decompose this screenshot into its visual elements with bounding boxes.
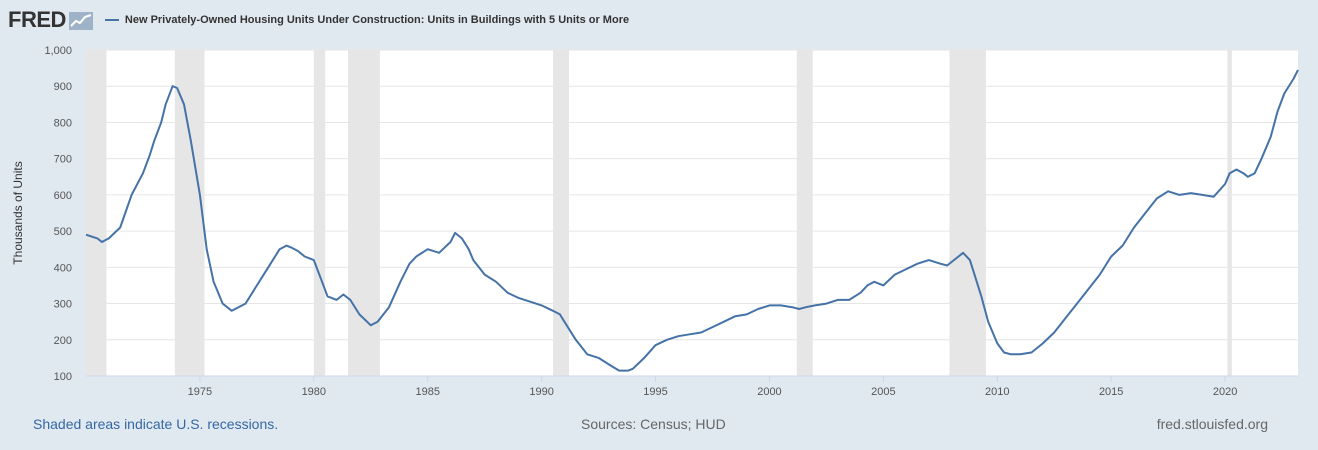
recession-band: [347, 50, 380, 376]
header: FRED New Privately-Owned Housing Units U…: [8, 6, 629, 34]
x-tick-label: 2000: [757, 386, 781, 398]
y-tick-label: 400: [54, 262, 72, 274]
legend-swatch: [104, 19, 119, 21]
x-axis-ticks: 1975 1980 1985 1990 1995 2000 2005 2010 2015 2020: [86, 375, 1298, 398]
y-tick-label: 1,000: [44, 45, 72, 57]
y-tick-label: 900: [54, 81, 72, 93]
x-tick-label: 2015: [1099, 386, 1123, 398]
x-tick-label: 2005: [871, 386, 895, 398]
x-tick-label: 1985: [415, 386, 439, 398]
chart: 100 200 300 400 500 600 700 800 900 1,000 1975 198…: [11, 45, 1299, 398]
recessions-note: Shaded areas indicate U.S. recessions.: [33, 416, 279, 432]
fred-logo[interactable]: FRED: [8, 7, 66, 32]
series-points: [85, 69, 1299, 371]
recession-band: [86, 50, 107, 376]
y-tick-label: 800: [54, 117, 72, 129]
x-tick-label: 2010: [985, 386, 1009, 398]
recession-band: [313, 50, 326, 376]
x-tick-label: 1980: [302, 386, 326, 398]
series-title: New Privately-Owned Housing Units Under …: [124, 14, 630, 26]
recession-band: [1227, 50, 1232, 376]
series-line: [85, 69, 1299, 372]
y-tick-label: 300: [54, 299, 72, 311]
x-tick-label: 1990: [529, 386, 553, 398]
y-tick-label: 700: [54, 154, 72, 166]
recession-band: [949, 50, 986, 376]
y-tick-label: 200: [54, 335, 72, 347]
sources-note: Sources: Census; HUD: [581, 416, 726, 432]
recession-bands: [86, 50, 1232, 376]
fred-logo-chart-icon: [68, 12, 93, 30]
y-axis-title: Thousands of Units: [11, 161, 25, 264]
plot-background: [86, 50, 1298, 376]
recession-band: [796, 50, 813, 376]
x-tick-label: 1975: [188, 386, 212, 398]
x-tick-label: 1995: [643, 386, 667, 398]
y-tick-label: 500: [54, 226, 72, 238]
x-tick-label: 2020: [1213, 386, 1237, 398]
y-axis-ticks: 100 200 300 400 500 600 700 800 900 1,000: [44, 45, 72, 383]
recession-band: [174, 50, 205, 376]
recession-band: [553, 50, 569, 376]
y-tick-label: 100: [54, 371, 72, 383]
site-link[interactable]: fred.stlouisfed.org: [1156, 416, 1268, 432]
y-tick-label: 600: [54, 190, 72, 202]
